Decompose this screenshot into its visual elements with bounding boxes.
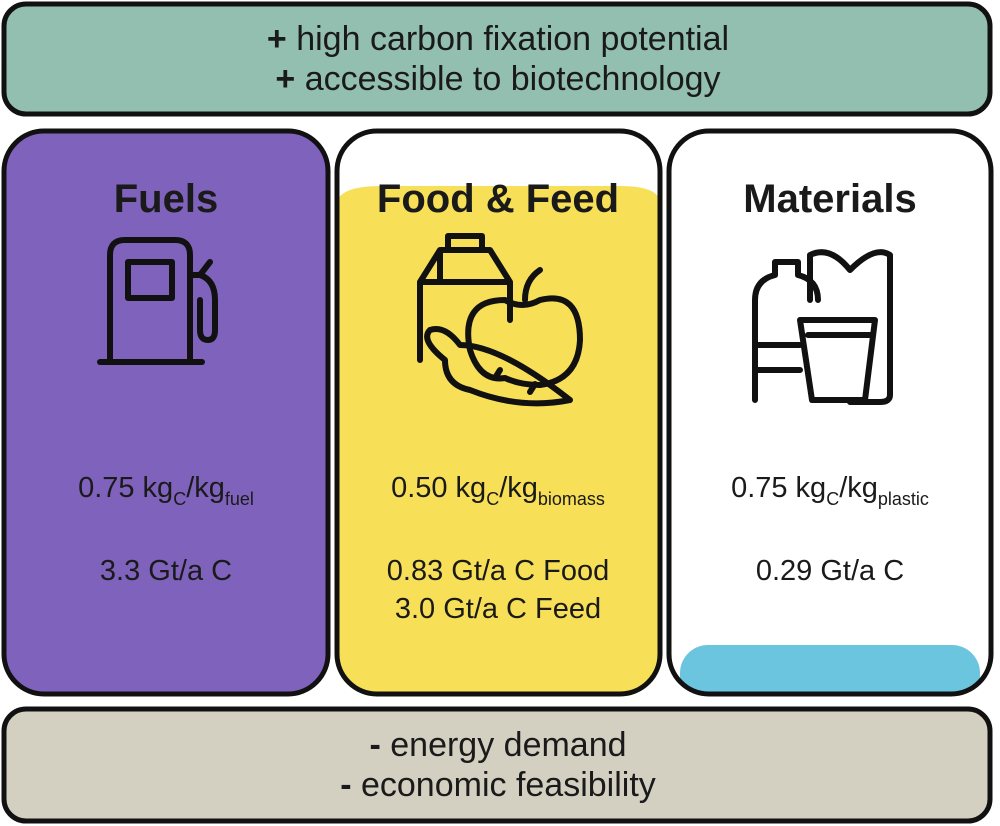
fuels-card bbox=[1, 128, 331, 697]
ratio-per-sub: biomass bbox=[538, 489, 605, 509]
fuel-icon bbox=[97, 237, 218, 365]
ratio-sub: C bbox=[173, 489, 186, 509]
ratio: 0.75 kgC/kgplastic bbox=[731, 472, 929, 509]
pros-line: + high carbon fixation potential bbox=[267, 20, 729, 58]
ratio-amount: 0.75 kg bbox=[731, 472, 826, 504]
ratio-per: /kg bbox=[839, 472, 878, 504]
sign: - bbox=[340, 766, 351, 804]
total: 0.83 Gt/a C Food bbox=[387, 555, 609, 587]
ratio-per-sub: plastic bbox=[878, 489, 929, 509]
line-text: economic feasibility bbox=[361, 766, 656, 804]
pros-box bbox=[1, 1, 993, 117]
sign: + bbox=[267, 20, 287, 58]
food-card bbox=[334, 128, 663, 697]
sign: - bbox=[369, 726, 380, 764]
sign: + bbox=[275, 60, 295, 98]
cons-line: - energy demand bbox=[369, 726, 626, 764]
ratio-amount: 0.50 kg bbox=[391, 472, 486, 504]
food-icon bbox=[417, 233, 583, 407]
materials-card bbox=[666, 128, 994, 697]
ratio-sub: C bbox=[486, 489, 499, 509]
ratio-per-sub: fuel bbox=[225, 489, 254, 509]
ratio: 0.50 kgC/kgbiomass bbox=[391, 472, 605, 509]
column-title: Food & Feed bbox=[377, 177, 619, 221]
line-text: high carbon fixation potential bbox=[296, 20, 729, 58]
total: 0.29 Gt/a C bbox=[756, 555, 904, 587]
line-text: energy demand bbox=[390, 726, 626, 764]
ratio-amount: 0.75 kg bbox=[78, 472, 173, 504]
pros-line: + accessible to biotechnology bbox=[275, 60, 720, 98]
line-text: accessible to biotechnology bbox=[305, 60, 721, 98]
materials-icon bbox=[752, 249, 893, 405]
column-title: Fuels bbox=[114, 177, 218, 221]
ratio-per: /kg bbox=[186, 472, 225, 504]
materials-fill bbox=[680, 645, 980, 694]
cons-line: - economic feasibility bbox=[340, 766, 656, 804]
ratio-sub: C bbox=[826, 489, 839, 509]
cons-box bbox=[1, 706, 993, 824]
materials-card-bg bbox=[669, 131, 991, 694]
total: 3.3 Gt/a C bbox=[100, 555, 232, 587]
total: 3.0 Gt/a C Feed bbox=[395, 593, 601, 625]
ratio-per: /kg bbox=[499, 472, 538, 504]
ratio: 0.75 kgC/kgfuel bbox=[78, 472, 254, 509]
column-title: Materials bbox=[743, 177, 916, 221]
